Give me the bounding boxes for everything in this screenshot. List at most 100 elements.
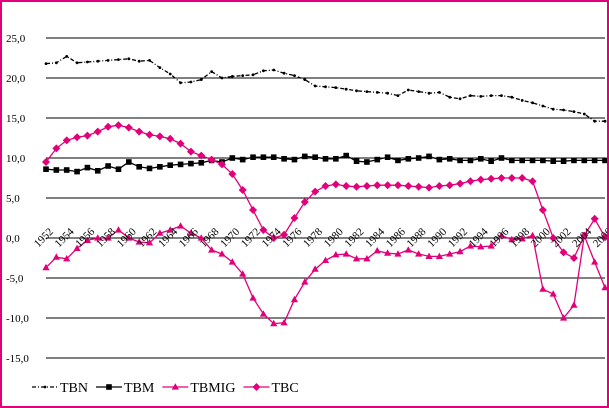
tbn-point	[365, 90, 369, 93]
tbn-point	[396, 94, 400, 97]
tbn-point	[593, 119, 597, 123]
tbc-point	[425, 183, 434, 192]
tbn-point	[344, 87, 348, 91]
tbc-point	[104, 122, 113, 131]
tbmig-point	[259, 310, 267, 317]
tbmig-point	[559, 314, 568, 321]
tbmig-point	[125, 234, 133, 241]
legend-label: TBMIG	[190, 381, 235, 396]
tbc-point	[93, 127, 102, 136]
tbm-point	[291, 156, 298, 163]
tbn-point	[293, 74, 296, 77]
tbmig-point	[114, 226, 123, 233]
tbn-point	[417, 90, 421, 93]
tbmig-point	[342, 250, 350, 257]
tbmig-point	[176, 222, 185, 229]
tbc-point	[228, 170, 237, 178]
tbm-point	[405, 156, 412, 162]
legend-item-tbn: TBN	[32, 381, 88, 396]
tbmig-point	[497, 231, 506, 239]
tbn-point	[65, 55, 69, 58]
tbmig-point	[425, 252, 433, 259]
tbn-point	[210, 70, 214, 73]
tbn-point	[520, 99, 524, 102]
tbmig-point	[518, 235, 526, 242]
tbmig-point	[601, 283, 607, 291]
tbm-point	[177, 161, 184, 168]
tbmig-point	[83, 236, 92, 243]
tbmig-point	[301, 278, 309, 285]
tbm-point	[250, 154, 256, 160]
tbc-point	[207, 155, 216, 164]
tbc-point	[135, 127, 144, 136]
tbm-point	[188, 160, 194, 167]
tbm-point	[167, 162, 174, 168]
tbm-point	[446, 156, 453, 162]
x-tick-label: 2002	[549, 226, 573, 250]
y-tick-label: 10,0	[6, 153, 26, 165]
tbm-point	[571, 157, 577, 164]
tbc-point	[186, 147, 195, 156]
legend-tbc-point	[252, 383, 261, 391]
y-tick-label: 25,0	[6, 33, 26, 45]
tbm-point	[343, 152, 350, 159]
tbmig-point	[466, 242, 475, 249]
tbmig-point	[591, 258, 599, 265]
legend-item-tbc: TBC	[243, 381, 299, 396]
tbn-point	[603, 119, 607, 123]
tbm-point	[301, 153, 308, 160]
tbn-point	[582, 112, 586, 116]
tbc-point	[404, 182, 413, 190]
tbc-point	[114, 121, 123, 130]
tbmig-point	[156, 229, 164, 236]
tbc-point	[393, 181, 402, 190]
tbmig-point	[415, 250, 423, 257]
tbc-point	[601, 233, 607, 242]
tbmig-point	[42, 263, 50, 271]
tbn-point	[427, 91, 431, 95]
tbmig-point	[384, 249, 392, 256]
series-tbc	[42, 121, 607, 262]
tbm-point	[239, 156, 246, 163]
legend-tbmig-point	[171, 383, 179, 390]
tbn-point	[189, 80, 193, 84]
legend: TBN TBM TBMIG TBC	[32, 381, 299, 396]
tbc-point	[238, 186, 247, 194]
tbmig-point	[321, 256, 330, 263]
tbm-point	[415, 155, 422, 161]
x-tick-label: 1992	[446, 226, 470, 250]
tbc-point	[217, 160, 226, 169]
tbc-point	[176, 139, 185, 148]
tbc-point	[590, 214, 599, 223]
tbmig-point	[249, 294, 257, 301]
tbm-point	[509, 157, 515, 164]
tbc-point	[538, 206, 547, 214]
y-tick-label: 15,0	[6, 113, 26, 125]
tbm-point	[457, 157, 463, 164]
tbn-point	[148, 59, 151, 62]
tbm-point	[94, 168, 101, 174]
tbn-point	[386, 91, 390, 95]
tbc-point	[435, 182, 444, 190]
legend-tbn-point	[43, 385, 47, 389]
tbc-point	[383, 181, 392, 190]
tbmig-point	[487, 242, 495, 249]
tbm-point	[426, 153, 432, 160]
tbm-point	[43, 166, 49, 172]
tbm-point	[63, 167, 70, 173]
tbc-point	[197, 151, 206, 160]
tbm-point	[602, 157, 607, 164]
tbn-point	[479, 95, 483, 98]
x-tick-label: 1962	[135, 226, 159, 250]
tbm-point	[136, 164, 142, 170]
tbc-point	[290, 214, 299, 222]
tbmig-point	[508, 235, 516, 243]
tbc-point	[300, 198, 309, 206]
tbm-point	[581, 157, 588, 164]
tbm-point	[322, 156, 329, 162]
tbc-point	[311, 187, 320, 196]
tbn-point	[282, 71, 286, 75]
tbm-point	[550, 158, 557, 164]
tbn-point	[469, 94, 472, 97]
tbm-point	[519, 157, 525, 164]
